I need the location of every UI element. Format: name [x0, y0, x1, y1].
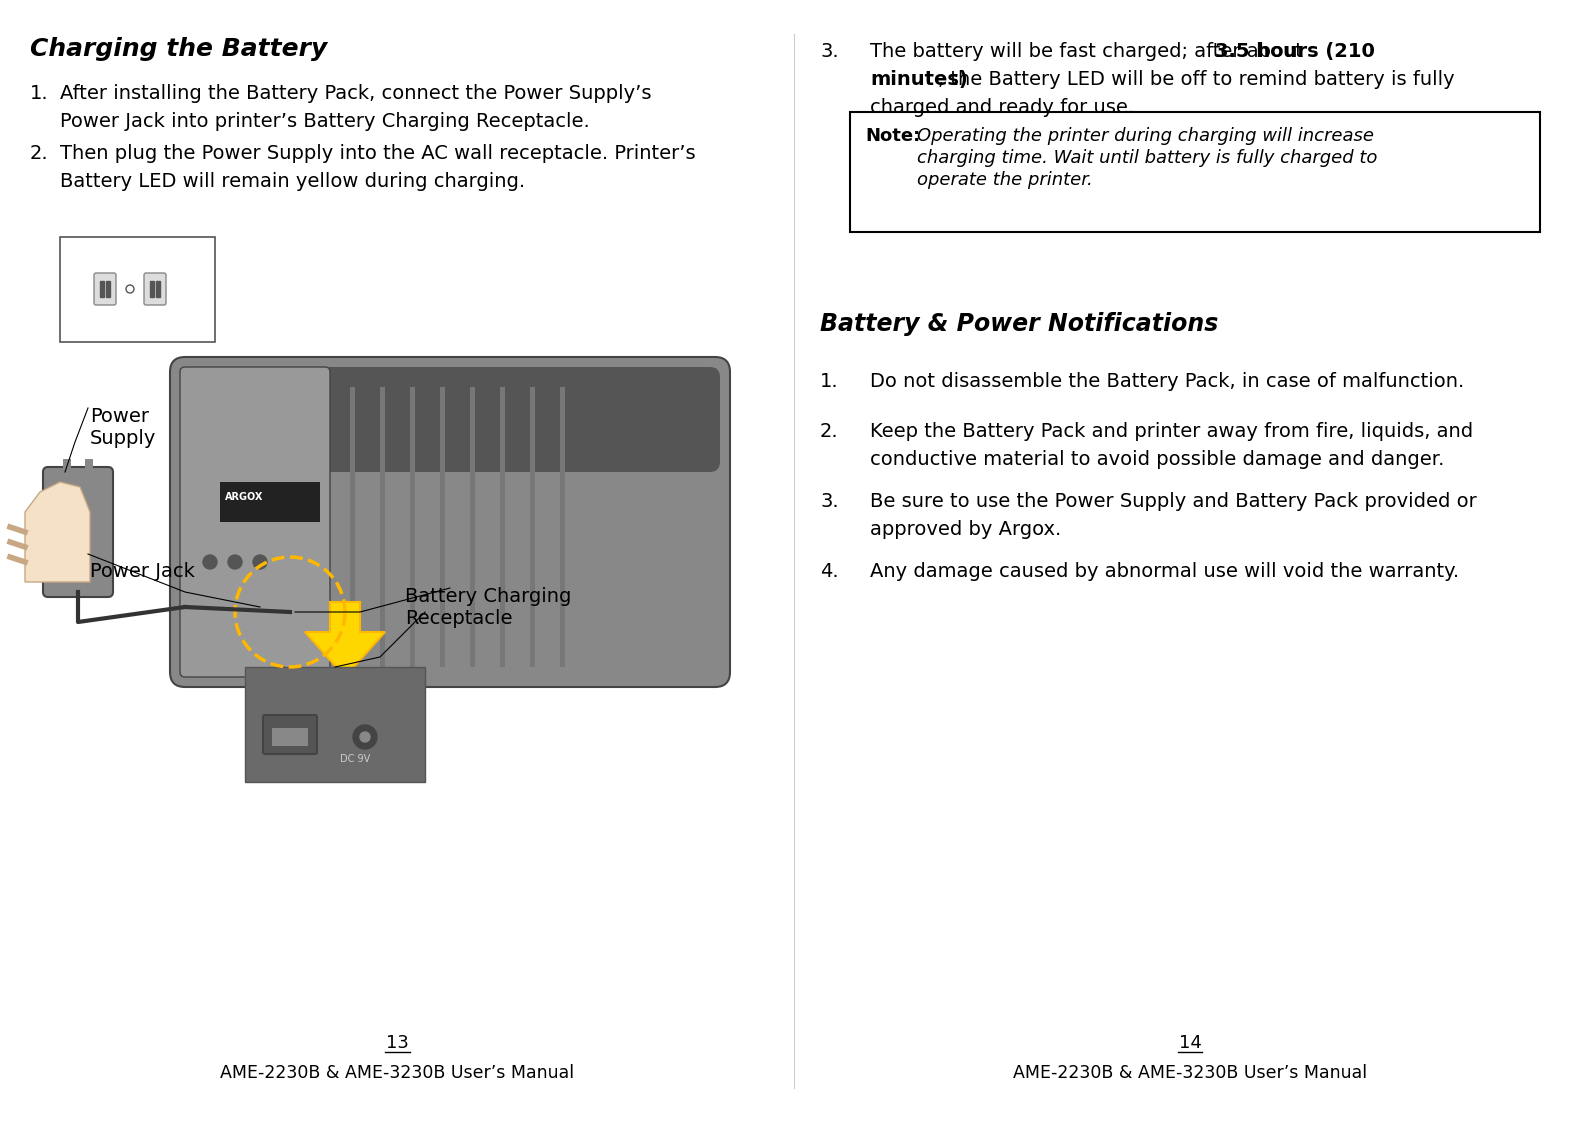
Text: charged and ready for use.: charged and ready for use. — [870, 98, 1134, 117]
Text: Then plug the Power Supply into the AC wall receptacle. Printer’s: Then plug the Power Supply into the AC w… — [60, 144, 696, 163]
Bar — [156, 280, 160, 297]
Bar — [380, 387, 384, 666]
Text: Battery Charging
Receptacle: Battery Charging Receptacle — [405, 587, 572, 628]
Text: 2.: 2. — [30, 144, 49, 163]
Bar — [40, 352, 740, 682]
Text: The battery will be fast charged; after about: The battery will be fast charged; after … — [870, 42, 1309, 61]
Text: , the Battery LED will be off to remind battery is fully: , the Battery LED will be off to remind … — [939, 70, 1455, 89]
Text: Operating the printer during charging will increase: Operating the printer during charging wi… — [916, 127, 1374, 145]
Bar — [410, 387, 414, 666]
FancyBboxPatch shape — [94, 273, 116, 305]
FancyBboxPatch shape — [170, 357, 730, 687]
Text: Charging the Battery: Charging the Battery — [30, 37, 327, 61]
Bar — [440, 387, 445, 666]
Text: 13: 13 — [386, 1034, 408, 1052]
FancyBboxPatch shape — [191, 367, 719, 472]
Circle shape — [360, 732, 370, 742]
Text: 3.5 hours (210: 3.5 hours (210 — [1215, 42, 1375, 61]
Bar — [530, 387, 535, 666]
Bar — [106, 280, 110, 297]
Circle shape — [203, 555, 218, 569]
Text: 4.: 4. — [819, 562, 838, 581]
Text: charging time. Wait until battery is fully charged to: charging time. Wait until battery is ful… — [916, 149, 1377, 167]
Bar — [349, 387, 356, 666]
Text: After installing the Battery Pack, connect the Power Supply’s: After installing the Battery Pack, conne… — [60, 84, 651, 103]
Bar — [561, 387, 565, 666]
Text: Keep the Battery Pack and printer away from fire, liquids, and: Keep the Battery Pack and printer away f… — [870, 422, 1474, 441]
Text: AME-2230B & AME-3230B User’s Manual: AME-2230B & AME-3230B User’s Manual — [219, 1064, 575, 1082]
Text: Any damage caused by abnormal use will void the warranty.: Any damage caused by abnormal use will v… — [870, 562, 1459, 581]
Bar — [64, 459, 71, 477]
Text: Note:: Note: — [865, 127, 921, 145]
Bar — [149, 280, 154, 297]
Text: Power Jack into printer’s Battery Charging Receptacle.: Power Jack into printer’s Battery Chargi… — [60, 112, 589, 131]
Text: operate the printer.: operate the printer. — [916, 171, 1093, 188]
Bar — [86, 459, 94, 477]
FancyBboxPatch shape — [264, 715, 318, 754]
FancyBboxPatch shape — [43, 467, 113, 597]
Bar — [500, 387, 505, 666]
Text: Be sure to use the Power Supply and Battery Pack provided or: Be sure to use the Power Supply and Batt… — [870, 493, 1477, 511]
Text: Do not disassemble the Battery Pack, in case of malfunction.: Do not disassemble the Battery Pack, in … — [870, 373, 1464, 390]
Text: Battery & Power Notifications: Battery & Power Notifications — [819, 312, 1218, 335]
Bar — [272, 728, 308, 746]
Text: approved by Argox.: approved by Argox. — [870, 519, 1061, 539]
Bar — [245, 666, 426, 782]
Bar — [470, 387, 475, 666]
Circle shape — [252, 555, 267, 569]
Text: 3.: 3. — [819, 42, 838, 61]
Bar — [221, 482, 321, 522]
Text: Power Jack: Power Jack — [91, 562, 195, 581]
Text: ARGOX: ARGOX — [225, 493, 264, 502]
Text: Power
Supply: Power Supply — [91, 407, 156, 448]
FancyBboxPatch shape — [179, 367, 330, 677]
Circle shape — [229, 555, 241, 569]
Text: conductive material to avoid possible damage and danger.: conductive material to avoid possible da… — [870, 450, 1445, 469]
FancyBboxPatch shape — [145, 273, 167, 305]
Text: AME-2230B & AME-3230B User’s Manual: AME-2230B & AME-3230B User’s Manual — [1013, 1064, 1367, 1082]
Text: Battery LED will remain yellow during charging.: Battery LED will remain yellow during ch… — [60, 172, 526, 191]
Text: 1.: 1. — [30, 84, 49, 103]
Text: minutes): minutes) — [870, 70, 967, 89]
Text: DC 9V: DC 9V — [340, 754, 370, 764]
Circle shape — [353, 725, 376, 749]
Bar — [100, 280, 103, 297]
FancyBboxPatch shape — [60, 237, 214, 342]
Text: 2.: 2. — [819, 422, 838, 441]
Text: 1.: 1. — [819, 373, 838, 390]
Text: 14: 14 — [1178, 1034, 1202, 1052]
FancyBboxPatch shape — [850, 112, 1540, 232]
Text: 3.: 3. — [819, 493, 838, 511]
Polygon shape — [25, 482, 91, 582]
Polygon shape — [305, 603, 384, 677]
